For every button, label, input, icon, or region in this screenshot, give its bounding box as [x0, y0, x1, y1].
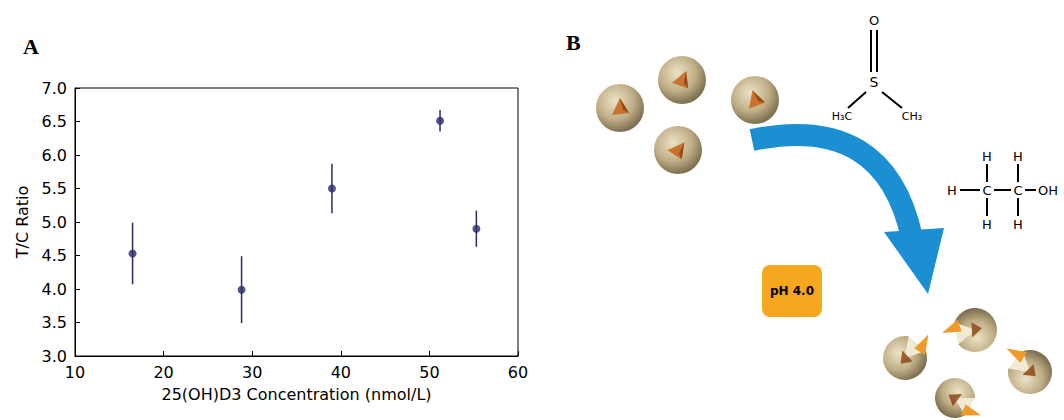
svg-text:5.5: 5.5	[42, 179, 67, 198]
svg-text:40: 40	[331, 363, 351, 382]
svg-text:6.5: 6.5	[42, 112, 67, 131]
svg-text:10: 10	[65, 363, 85, 382]
svg-text:OH: OH	[1038, 183, 1058, 198]
svg-text:B: B	[566, 30, 581, 55]
svg-text:4.5: 4.5	[42, 246, 67, 265]
svg-text:H₃C: H₃C	[832, 110, 853, 123]
svg-text:3.0: 3.0	[42, 347, 67, 366]
svg-text:C: C	[1013, 183, 1022, 198]
svg-text:20: 20	[153, 363, 173, 382]
svg-text:4.0: 4.0	[42, 280, 67, 299]
svg-text:T/C Ratio: T/C Ratio	[13, 186, 32, 260]
svg-text:5.0: 5.0	[42, 213, 67, 232]
svg-text:H: H	[982, 149, 992, 164]
svg-text:7.0: 7.0	[42, 79, 67, 98]
svg-text:H: H	[1013, 217, 1023, 232]
svg-text:C: C	[982, 183, 991, 198]
svg-text:30: 30	[242, 363, 262, 382]
svg-text:H: H	[947, 183, 957, 198]
svg-text:6.0: 6.0	[42, 146, 67, 165]
svg-text:S: S	[870, 74, 879, 90]
svg-text:25(OH)D3 Concentration (nmol/L: 25(OH)D3 Concentration (nmol/L)	[161, 385, 431, 404]
svg-text:3.5: 3.5	[42, 313, 67, 332]
svg-text:50: 50	[419, 363, 439, 382]
svg-text:H: H	[982, 217, 992, 232]
svg-text:A: A	[23, 34, 39, 59]
svg-text:60: 60	[508, 363, 528, 382]
svg-text:CH₃: CH₃	[902, 110, 922, 123]
svg-text:pH 4.0: pH 4.0	[770, 284, 814, 298]
svg-text:O: O	[869, 13, 879, 28]
svg-text:H: H	[1013, 149, 1023, 164]
